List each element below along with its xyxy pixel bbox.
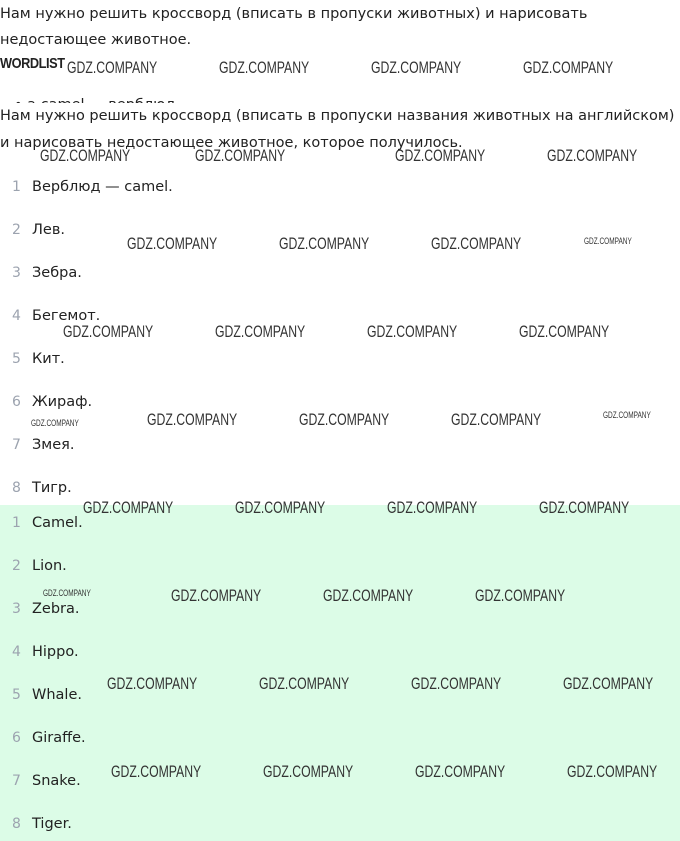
task-line-2: и нарисовать недостающее животное, котор… — [0, 135, 463, 151]
item-text: Кит. — [32, 351, 65, 367]
item-text: Hippo. — [32, 644, 79, 660]
watermark: GDZ.COMPANY — [279, 234, 370, 253]
item-text: Lion. — [32, 558, 67, 574]
item-number: 1 — [12, 179, 21, 195]
wordlist-item: • a camel — верблюд — [14, 97, 176, 105]
item-text: Зебра. — [32, 265, 82, 281]
watermark: GDZ.COMPANY — [215, 322, 306, 341]
item-number: 6 — [12, 394, 21, 410]
item-number: 2 — [12, 558, 21, 574]
intro-line-1: Нам нужно решить кроссворд (вписать в пр… — [0, 6, 588, 22]
item-number: 3 — [12, 601, 21, 617]
answers-section — [0, 505, 680, 841]
watermark: GDZ.COMPANY — [603, 410, 651, 420]
item-text: Giraffe. — [32, 730, 86, 746]
item-number: 7 — [12, 773, 21, 789]
wordlist-heading: WORDLIST — [0, 55, 65, 72]
item-text: Zebra. — [32, 601, 80, 617]
item-number: 8 — [12, 480, 21, 496]
item-number: 5 — [12, 687, 21, 703]
item-number: 6 — [12, 730, 21, 746]
watermark: GDZ.COMPANY — [31, 418, 79, 428]
watermark: GDZ.COMPANY — [519, 322, 610, 341]
watermark: GDZ.COMPANY — [523, 58, 614, 77]
item-text: Тигр. — [32, 480, 72, 496]
watermark: GDZ.COMPANY — [367, 322, 458, 341]
item-number: 3 — [12, 265, 21, 281]
watermark: GDZ.COMPANY — [127, 234, 218, 253]
intro-line-2: недостающее животное. — [0, 32, 192, 48]
item-text: Whale. — [32, 687, 82, 703]
watermark: GDZ.COMPANY — [67, 58, 158, 77]
watermark: GDZ.COMPANY — [371, 58, 462, 77]
watermark: GDZ.COMPANY — [147, 410, 238, 429]
item-text: Лев. — [32, 222, 65, 238]
item-number: 8 — [12, 816, 21, 832]
item-text: Змея. — [32, 437, 75, 453]
watermark: GDZ.COMPANY — [547, 146, 638, 165]
watermark: GDZ.COMPANY — [431, 234, 522, 253]
item-number: 7 — [12, 437, 21, 453]
watermark: GDZ.COMPANY — [584, 236, 632, 246]
item-number: 4 — [12, 644, 21, 660]
watermark: GDZ.COMPANY — [451, 410, 542, 429]
item-text: Жираф. — [32, 394, 93, 410]
item-number: 4 — [12, 308, 21, 324]
item-number: 2 — [12, 222, 21, 238]
item-text: Snake. — [32, 773, 81, 789]
item-text: Бегемот. — [32, 308, 101, 324]
watermark: GDZ.COMPANY — [219, 58, 310, 77]
task-line-1: Нам нужно решить кроссворд (вписать в пр… — [0, 103, 675, 129]
item-text: Верблюд — camel. — [32, 179, 173, 195]
watermark: GDZ.COMPANY — [299, 410, 390, 429]
item-number: 5 — [12, 351, 21, 367]
item-number: 1 — [12, 515, 21, 531]
item-text: Camel. — [32, 515, 83, 531]
item-text: Tiger. — [32, 816, 72, 832]
